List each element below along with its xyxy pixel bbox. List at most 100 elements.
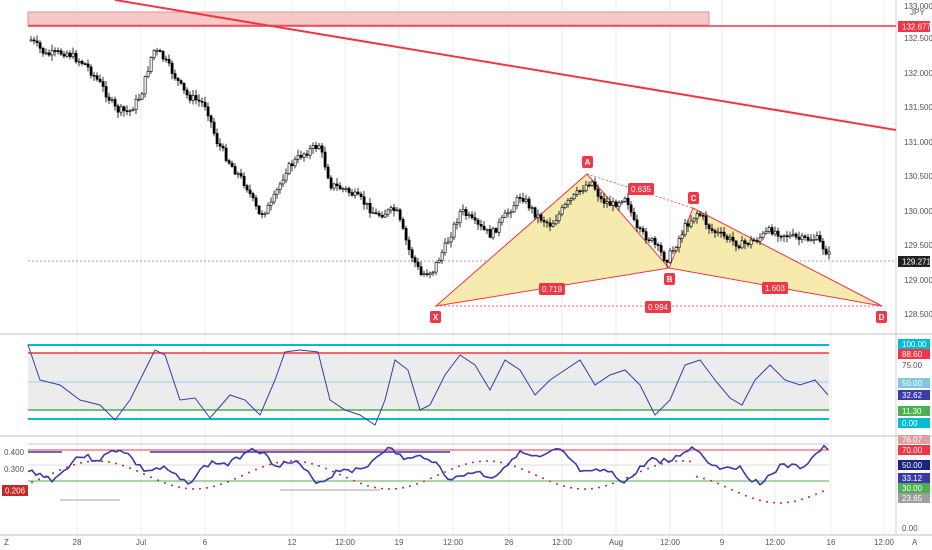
candle-body — [152, 50, 156, 58]
osc-dot — [780, 502, 782, 504]
candle-body — [767, 227, 771, 232]
candle-body — [41, 47, 45, 54]
candle-body — [590, 181, 594, 186]
osc-dot — [66, 466, 68, 469]
candle-body — [95, 75, 99, 80]
osc-dot — [360, 482, 362, 485]
candle-body — [746, 243, 750, 246]
candle-body — [707, 224, 711, 230]
osc-dot — [787, 501, 789, 504]
osc-dot — [773, 501, 775, 504]
candle-body — [683, 223, 687, 236]
candle-body — [725, 235, 729, 240]
osc-dot — [227, 480, 229, 483]
candle-body — [560, 207, 564, 215]
candle-body — [101, 81, 105, 87]
candle-body — [161, 51, 165, 60]
time-axis[interactable]: Z A 28 Jul 6 12 12:00 19 12:00 26 12:00 … — [4, 538, 918, 547]
osc-dot — [479, 460, 481, 463]
rsi-tag-100-label: 100.00 — [902, 340, 927, 349]
candle-body — [809, 239, 813, 242]
candle-body — [596, 188, 600, 197]
candle-body — [782, 235, 786, 238]
rsi-panel[interactable]: 100.00 88.60 75.00 50.00 32.62 11.30 0.0… — [27, 339, 930, 428]
oscillator-panel[interactable]: 0.400 0.300 0.206 76.07 70.00 50.00 33.1… — [2, 435, 930, 533]
candle-body — [620, 201, 624, 203]
candle-body — [179, 80, 183, 84]
osc-dot — [136, 470, 138, 472]
osc-dot — [325, 467, 327, 470]
candle-body — [572, 194, 576, 200]
candle-body — [137, 98, 141, 101]
downtrend-line[interactable] — [114, 0, 897, 131]
candle-body — [158, 50, 162, 52]
candle-body — [248, 189, 252, 194]
candle-body — [686, 223, 690, 227]
rsi-line — [27, 344, 829, 426]
candle-body — [383, 213, 387, 218]
rsi-tag-0 — [898, 418, 930, 428]
candle-body — [755, 240, 759, 242]
ratio-xb-label: 0.719 — [542, 285, 563, 294]
candle-body — [131, 109, 135, 111]
osc-dot — [31, 481, 33, 484]
candle-body — [812, 238, 816, 241]
osc-dot — [514, 465, 516, 468]
candle-body — [503, 212, 507, 218]
time-label: 12:00 — [874, 538, 895, 547]
candle-body — [392, 207, 396, 212]
time-label: 9 — [720, 538, 725, 547]
candle-body — [413, 257, 417, 263]
osc-dot — [213, 485, 215, 488]
osc-dot — [808, 496, 810, 498]
candle-body — [230, 162, 234, 167]
candle-body — [170, 62, 174, 74]
candle-body — [380, 214, 384, 218]
candle-body — [239, 173, 243, 177]
candle-body — [815, 235, 819, 240]
candle-body — [593, 181, 597, 190]
osc-dot — [157, 479, 159, 482]
osc-dot — [416, 482, 418, 485]
osc-dot — [591, 487, 593, 490]
candle-body — [455, 222, 459, 225]
osc-dot — [486, 460, 488, 462]
price-axis[interactable]: 133.000 JPY 132.500 132.000 131.500 131.… — [898, 2, 932, 319]
candle-body — [575, 190, 579, 195]
time-label: 12:00 — [335, 538, 356, 547]
osc-tag-top-label: 76.07 — [902, 436, 923, 445]
osc-dot — [199, 487, 201, 490]
candle-body — [533, 207, 537, 218]
candle-body — [761, 232, 765, 238]
candle-body — [557, 213, 561, 221]
osc-dot — [689, 460, 691, 463]
candle-body — [581, 190, 585, 193]
candle-body — [47, 52, 51, 56]
candle-body — [542, 220, 546, 223]
resistance-zone[interactable] — [27, 11, 710, 26]
ratio-bd-label: 1.603 — [765, 284, 786, 293]
osc-dot — [73, 463, 75, 466]
candle-body — [566, 200, 570, 205]
ratio-xd-badge — [645, 301, 671, 313]
candle-body — [200, 100, 204, 103]
candle-body — [410, 249, 414, 258]
candle-body — [338, 185, 342, 190]
candle-body — [698, 213, 702, 216]
candle-body — [365, 203, 369, 205]
osc-dots — [31, 460, 824, 504]
osc-dot — [472, 461, 474, 464]
candle-body — [779, 235, 783, 238]
rsi-tag-mid — [898, 378, 930, 388]
candle-body — [203, 102, 207, 108]
candle-body — [671, 250, 675, 252]
ratio-xb-badge — [539, 283, 565, 295]
osc-dot — [101, 460, 103, 463]
osc-dot — [745, 494, 747, 497]
candle-body — [758, 237, 762, 242]
candle-body — [824, 248, 828, 255]
candle-body — [296, 154, 300, 160]
time-label: 12:00 — [660, 538, 681, 547]
candle-body — [680, 234, 684, 239]
